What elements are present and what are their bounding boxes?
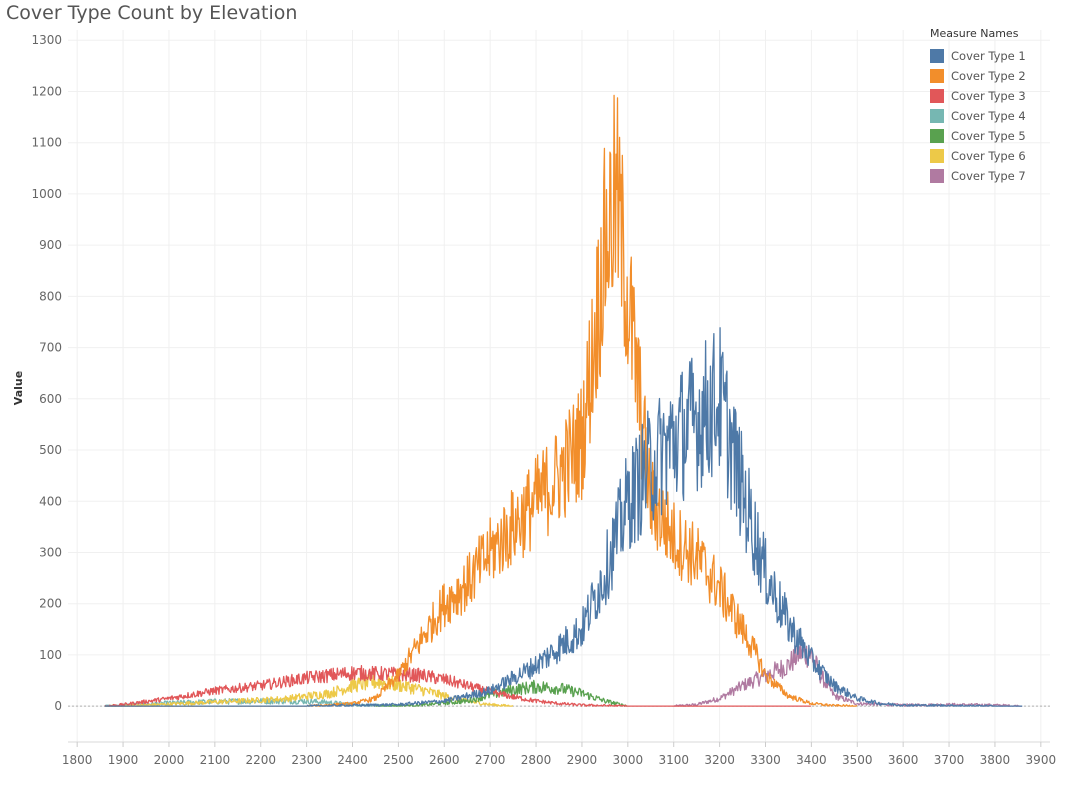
legend-label: Cover Type 5 [951, 129, 1026, 143]
y-tick-label: 500 [39, 443, 62, 457]
legend-title: Measure Names [930, 27, 1019, 40]
series-lines [104, 94, 1023, 707]
y-tick-label: 300 [39, 545, 62, 559]
x-tick-label: 2600 [429, 753, 460, 767]
series-line-6 [109, 673, 514, 707]
legend-label: Cover Type 3 [951, 89, 1026, 103]
y-tick-label: 600 [39, 392, 62, 406]
y-tick-label: 100 [39, 648, 62, 662]
x-tick-label: 3800 [980, 753, 1011, 767]
legend-item-cover-type-2[interactable]: Cover Type 2 [930, 66, 1026, 86]
legend-label: Cover Type 1 [951, 49, 1026, 63]
gridlines [68, 30, 1050, 742]
y-tick-label: 1000 [31, 187, 62, 201]
legend: Measure Names Cover Type 1 Cover Type 2 Co… [930, 27, 1026, 186]
x-tick-label: 3700 [934, 753, 965, 767]
legend-item-cover-type-7[interactable]: Cover Type 7 [930, 166, 1026, 186]
x-tick-label: 3300 [750, 753, 781, 767]
x-tick-label: 2100 [200, 753, 231, 767]
y-tick-label: 400 [39, 494, 62, 508]
x-tick-label: 2700 [475, 753, 506, 767]
legend-swatch [930, 169, 944, 183]
x-tick-label: 2400 [337, 753, 368, 767]
legend-label: Cover Type 7 [951, 169, 1026, 183]
legend-item-cover-type-3[interactable]: Cover Type 3 [930, 86, 1026, 106]
x-tick-label: 3000 [613, 753, 644, 767]
legend-item-cover-type-1[interactable]: Cover Type 1 [930, 46, 1026, 66]
y-tick-label: 1100 [31, 136, 62, 150]
x-tick-label: 3600 [888, 753, 919, 767]
legend-swatch [930, 109, 944, 123]
x-tick-label: 2200 [245, 753, 276, 767]
legend-swatch [930, 69, 944, 83]
legend-swatch [930, 129, 944, 143]
legend-label: Cover Type 4 [951, 109, 1026, 123]
x-tick-label: 2300 [291, 753, 322, 767]
y-tick-label: 0 [54, 699, 62, 713]
series-line-1 [104, 327, 1023, 707]
y-tick-label: 900 [39, 238, 62, 252]
x-tick-label: 3200 [704, 753, 735, 767]
legend-item-cover-type-5[interactable]: Cover Type 5 [930, 126, 1026, 146]
x-tick-label: 3900 [1026, 753, 1057, 767]
legend-item-cover-type-6[interactable]: Cover Type 6 [930, 146, 1026, 166]
x-axis [68, 741, 1050, 747]
x-tick-label: 1900 [108, 753, 139, 767]
y-tick-label: 200 [39, 597, 62, 611]
x-tick-label: 3400 [796, 753, 827, 767]
series-line-2 [104, 94, 858, 707]
x-tick-label: 2000 [154, 753, 185, 767]
y-axis-label: Value [12, 371, 25, 405]
y-tick-label: 800 [39, 289, 62, 303]
x-axis-ticks: 1800 1900 2000 2100 2200 2300 2400 2500 2600 2700… [62, 753, 1056, 767]
y-axis-ticks: 0 100 200 300 400 500 600 700 800 900 1000 1100 1200… [31, 33, 62, 713]
x-tick-label: 3100 [658, 753, 689, 767]
y-tick-label: 1300 [31, 33, 62, 47]
legend-swatch [930, 49, 944, 63]
x-tick-label: 3500 [842, 753, 873, 767]
x-tick-label: 2500 [383, 753, 414, 767]
legend-swatch [930, 89, 944, 103]
x-tick-label: 2800 [521, 753, 552, 767]
series-line-3 [104, 665, 811, 707]
legend-label: Cover Type 6 [951, 149, 1026, 163]
legend-swatch [930, 149, 944, 163]
y-tick-label: 700 [39, 341, 62, 355]
legend-label: Cover Type 2 [951, 69, 1026, 83]
x-tick-label: 1800 [62, 753, 93, 767]
series-line-7 [673, 641, 1023, 707]
y-tick-label: 1200 [31, 84, 62, 98]
x-tick-label: 2900 [567, 753, 598, 767]
legend-item-cover-type-4[interactable]: Cover Type 4 [930, 106, 1026, 126]
chart-title: Cover Type Count by Elevation [6, 2, 298, 24]
